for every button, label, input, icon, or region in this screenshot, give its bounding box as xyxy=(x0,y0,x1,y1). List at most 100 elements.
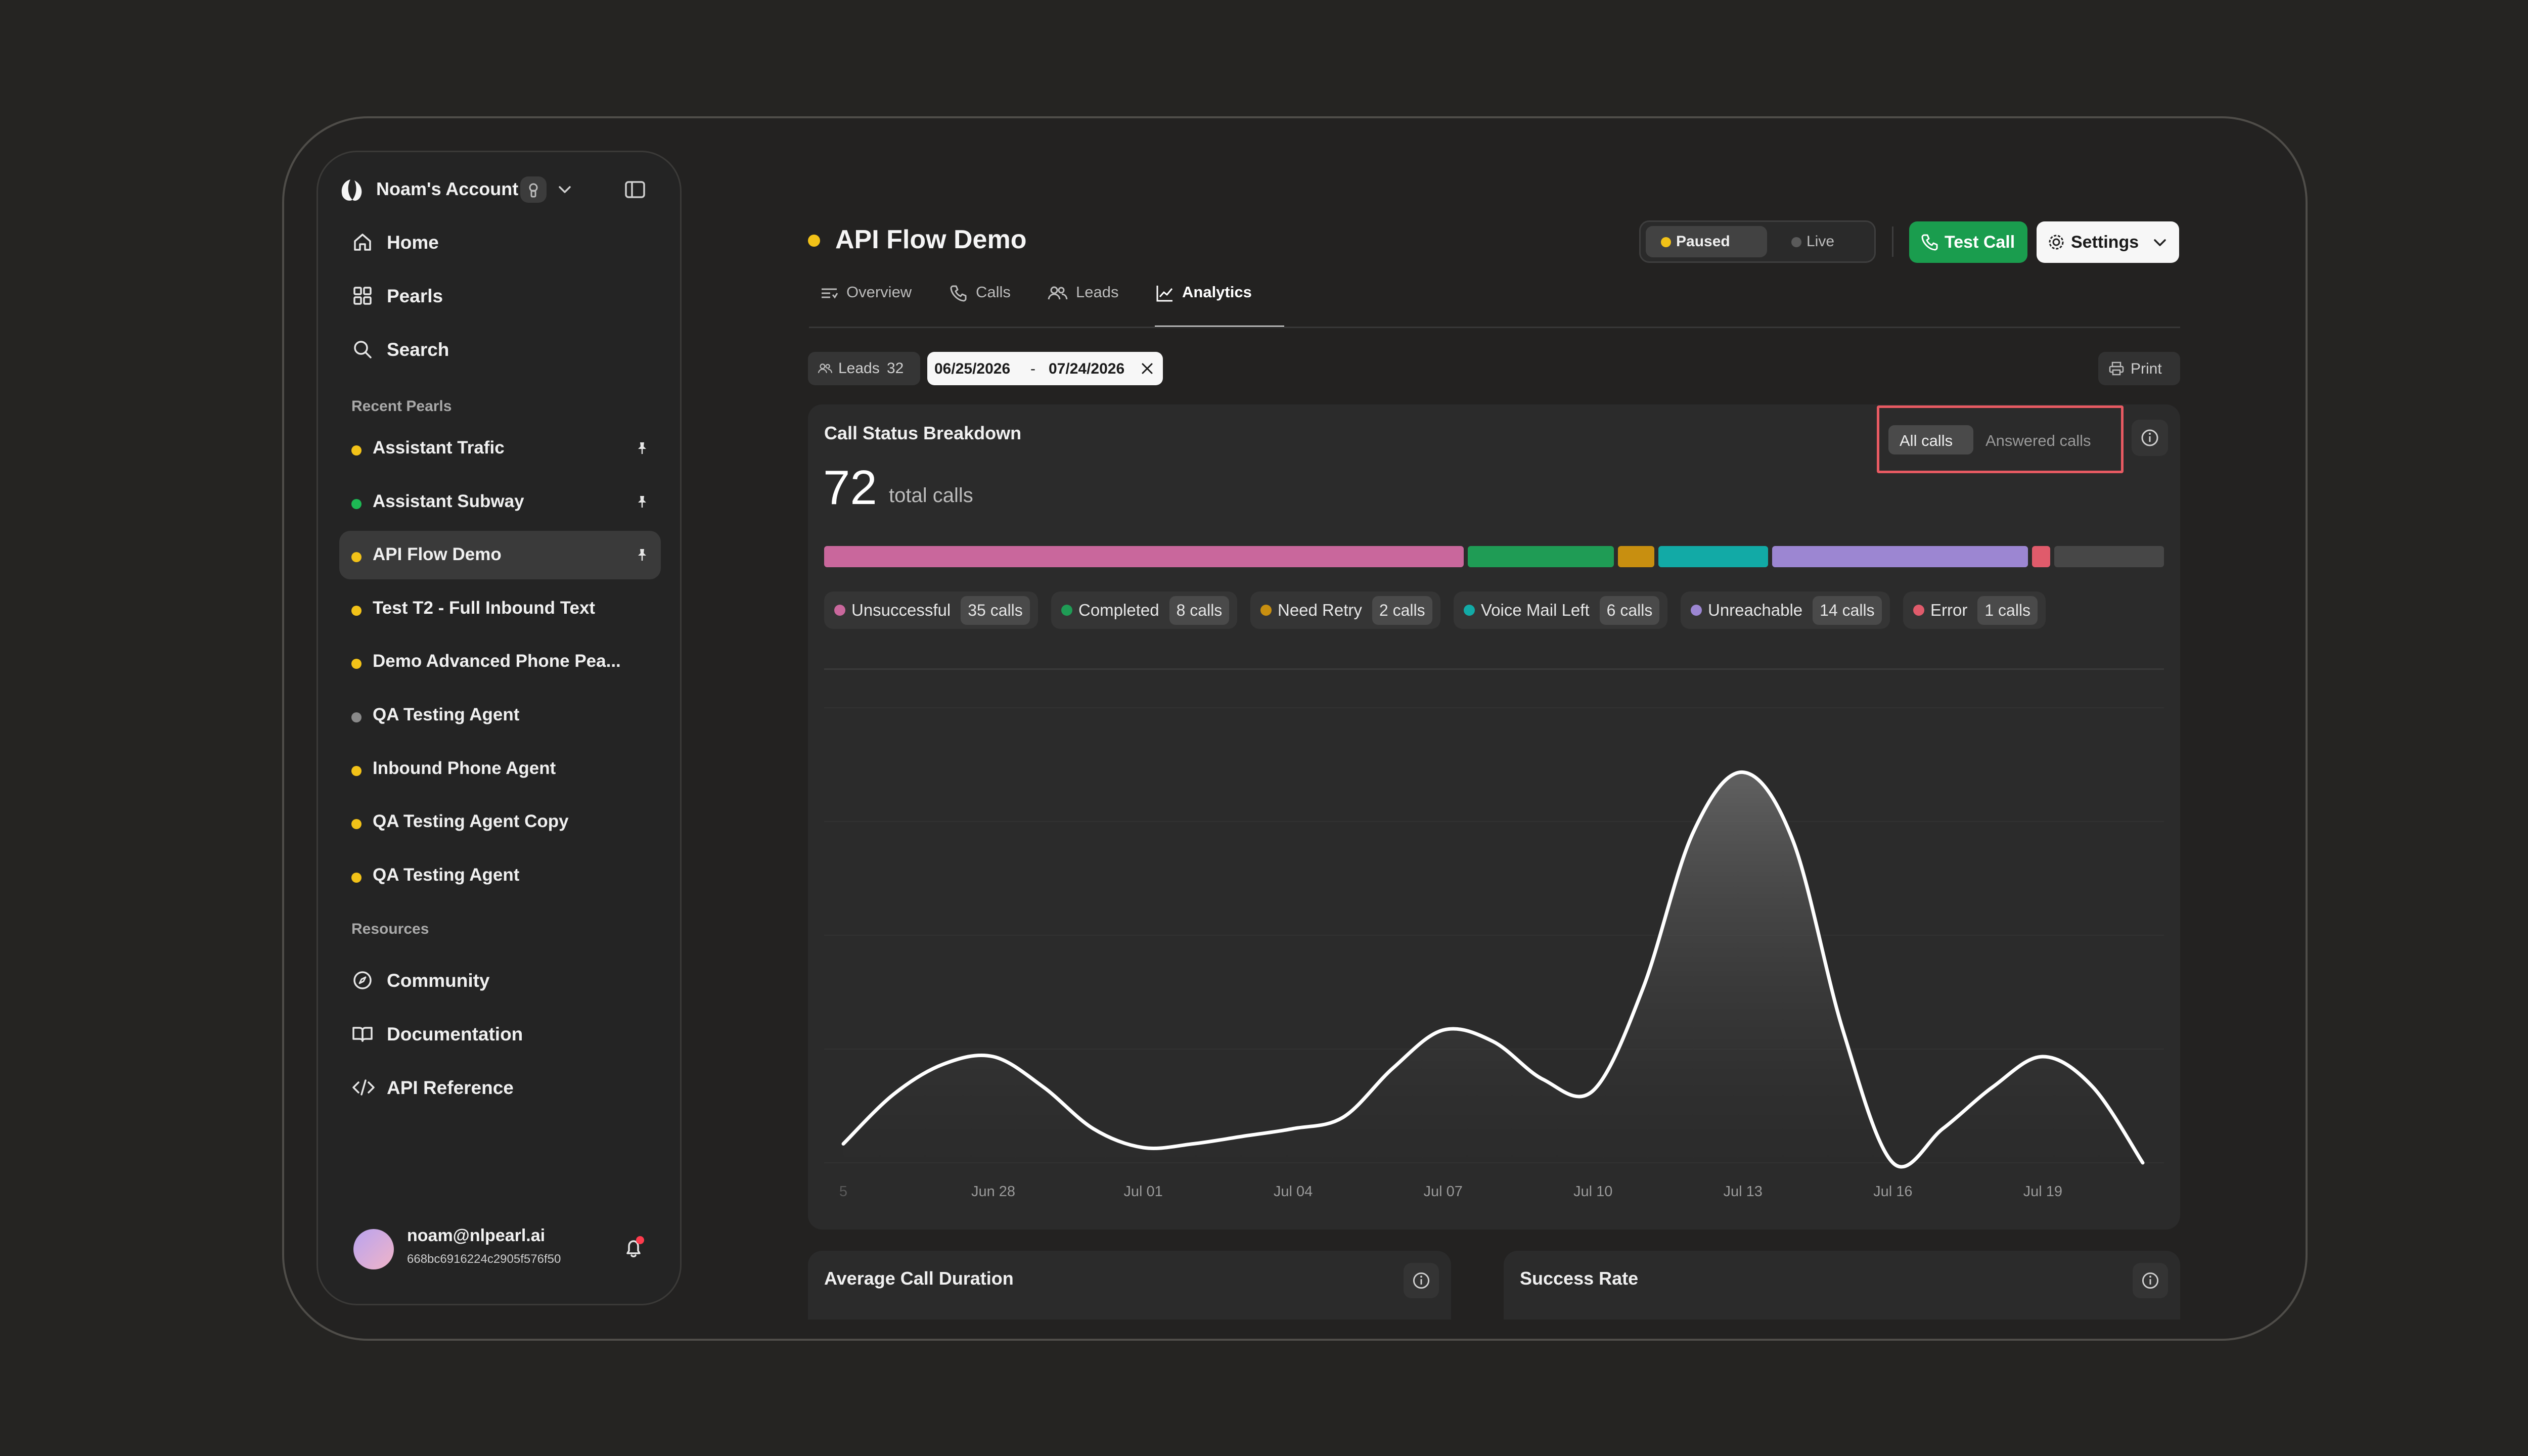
recent-pearl-label: QA Testing Agent xyxy=(373,705,520,724)
compass-icon xyxy=(351,969,374,991)
status-bar-segment[interactable] xyxy=(1772,546,2028,567)
pearl-status-dot xyxy=(351,659,362,669)
avatar[interactable] xyxy=(353,1229,394,1269)
status-bar-segment[interactable] xyxy=(2032,546,2051,567)
print-button[interactable]: Print xyxy=(2098,352,2180,385)
x-tick-label: Jun 28 xyxy=(971,1184,1015,1200)
trend-area xyxy=(843,772,2143,1167)
pearl-status-dot xyxy=(351,498,362,509)
status-bar-segment[interactable] xyxy=(1467,546,1614,567)
user-email: noam@nlpearl.ai xyxy=(407,1226,546,1245)
resources-heading: Resources xyxy=(351,921,429,937)
pin-icon[interactable] xyxy=(635,494,650,512)
legend-item[interactable]: Need Retry 2 calls xyxy=(1250,592,1440,629)
phone-icon xyxy=(1920,233,1939,252)
tab-overview[interactable]: Overview xyxy=(819,283,912,328)
chart-line-icon xyxy=(1155,283,1175,303)
recent-pearl-item[interactable]: API Flow Demo xyxy=(339,531,661,580)
legend-item[interactable]: Unsuccessful 35 calls xyxy=(824,592,1038,629)
test-call-label: Test Call xyxy=(1945,233,2015,252)
all-calls-option[interactable]: All calls xyxy=(1888,425,1973,454)
nav-search[interactable]: Search xyxy=(351,335,655,376)
users-icon xyxy=(1047,283,1069,303)
status-bar-segment[interactable] xyxy=(2054,546,2164,567)
pearl-status-dot xyxy=(351,445,362,456)
legend-item[interactable]: Voice Mail Left 6 calls xyxy=(1454,592,1668,629)
pin-icon[interactable] xyxy=(635,440,650,458)
x-tick-label: Jul 10 xyxy=(1573,1184,1612,1200)
legend-dot xyxy=(1913,605,1924,616)
legend-count: 6 calls xyxy=(1599,596,1660,625)
status-bar-segment[interactable] xyxy=(824,546,1464,567)
pearl-status-dot xyxy=(351,712,362,722)
x-tick-label: Jul 04 xyxy=(1274,1184,1313,1200)
recent-pearl-item[interactable]: Test T2 - Full Inbound Text xyxy=(339,584,661,633)
legend-label: Voice Mail Left xyxy=(1481,601,1590,619)
resource-documentation[interactable]: Documentation xyxy=(351,1020,655,1060)
print-label: Print xyxy=(2131,360,2162,377)
nav-pearls-label: Pearls xyxy=(387,286,443,306)
status-bar-segment[interactable] xyxy=(1658,546,1769,567)
pin-icon[interactable] xyxy=(635,547,650,565)
nav-home-label: Home xyxy=(387,232,439,253)
recent-pearl-item[interactable]: Demo Advanced Phone Pea... xyxy=(339,638,661,686)
live-option[interactable]: Live xyxy=(1780,226,1871,257)
resource-api-reference[interactable]: API Reference xyxy=(351,1073,655,1114)
close-icon[interactable] xyxy=(1140,361,1155,376)
nav-pearls[interactable]: Pearls xyxy=(351,282,655,322)
recent-pearl-item[interactable]: QA Testing Agent xyxy=(339,691,661,740)
recent-pearl-item[interactable]: Assistant Subway xyxy=(339,478,661,526)
answered-calls-option[interactable]: Answered calls xyxy=(1978,425,2115,454)
legend-dot xyxy=(1061,605,1072,616)
date-end: 07/24/2026 xyxy=(1049,360,1125,377)
legend-count: 2 calls xyxy=(1372,596,1432,625)
recent-pearl-label: API Flow Demo xyxy=(373,544,502,565)
leads-filter[interactable]: Leads 32 xyxy=(808,352,920,385)
legend-item[interactable]: Unreachable 14 calls xyxy=(1681,592,1890,629)
resource-community[interactable]: Community xyxy=(351,966,655,1007)
legend-label: Need Retry xyxy=(1278,601,1362,619)
legend-count: 14 calls xyxy=(1813,596,1882,625)
legend-dot xyxy=(1691,605,1702,616)
account-name[interactable]: Noam's Account xyxy=(376,178,519,199)
breakdown-title: Call Status Breakdown xyxy=(824,423,1022,443)
recent-pearl-item[interactable]: QA Testing Agent xyxy=(339,851,661,900)
sidebar-toggle-icon[interactable] xyxy=(624,178,646,201)
recent-pearl-item[interactable]: QA Testing Agent Copy xyxy=(339,798,661,846)
legend-dot xyxy=(1260,605,1272,616)
pearl-status-dot xyxy=(351,605,362,616)
tab-analytics[interactable]: Analytics xyxy=(1155,283,1284,328)
user-id: 668bc6916224c2905f576f50 xyxy=(407,1252,561,1266)
tab-calls[interactable]: Calls xyxy=(949,283,1011,328)
recent-pearl-item[interactable]: Inbound Phone Agent xyxy=(339,745,661,793)
test-call-button[interactable]: Test Call xyxy=(1909,221,2027,263)
tab-leads[interactable]: Leads xyxy=(1047,283,1118,328)
status-bar-segment[interactable] xyxy=(1617,546,1655,567)
recent-pearl-item[interactable]: Assistant Trafic xyxy=(339,424,661,473)
legend-item[interactable]: Error 1 calls xyxy=(1903,592,2046,629)
overview-icon xyxy=(819,283,839,303)
x-tick-label: Jul 07 xyxy=(1423,1184,1462,1200)
chevron-down-icon[interactable] xyxy=(556,180,574,199)
nav-home[interactable]: Home xyxy=(351,228,655,268)
date-range-filter[interactable]: 06/25/2026 - 07/24/2026 xyxy=(927,352,1163,385)
info-button[interactable] xyxy=(2133,1263,2168,1298)
legend-count: 1 calls xyxy=(1977,596,2038,625)
bell-icon[interactable] xyxy=(621,1235,648,1261)
paused-option[interactable]: Paused xyxy=(1646,226,1767,257)
legend-dot xyxy=(834,605,845,616)
legend-item[interactable]: Completed 8 calls xyxy=(1051,592,1238,629)
settings-button[interactable]: Settings xyxy=(2037,221,2179,263)
users-icon xyxy=(817,361,833,376)
live-label: Live xyxy=(1807,233,1835,250)
printer-icon xyxy=(2108,361,2125,376)
phone-icon xyxy=(949,283,969,303)
recent-pearl-label: Assistant Subway xyxy=(373,491,524,511)
info-button[interactable] xyxy=(2132,420,2168,456)
recent-pearl-label: QA Testing Agent xyxy=(373,864,520,885)
success-rate-card: Success Rate xyxy=(1504,1251,2180,1320)
info-button[interactable] xyxy=(1404,1263,1439,1298)
resource-documentation-label: Documentation xyxy=(387,1024,523,1044)
x-tick-label: Jul 13 xyxy=(1724,1184,1763,1200)
call-status-breakdown-card: Call Status Breakdown 72 total calls All… xyxy=(808,404,2180,1230)
